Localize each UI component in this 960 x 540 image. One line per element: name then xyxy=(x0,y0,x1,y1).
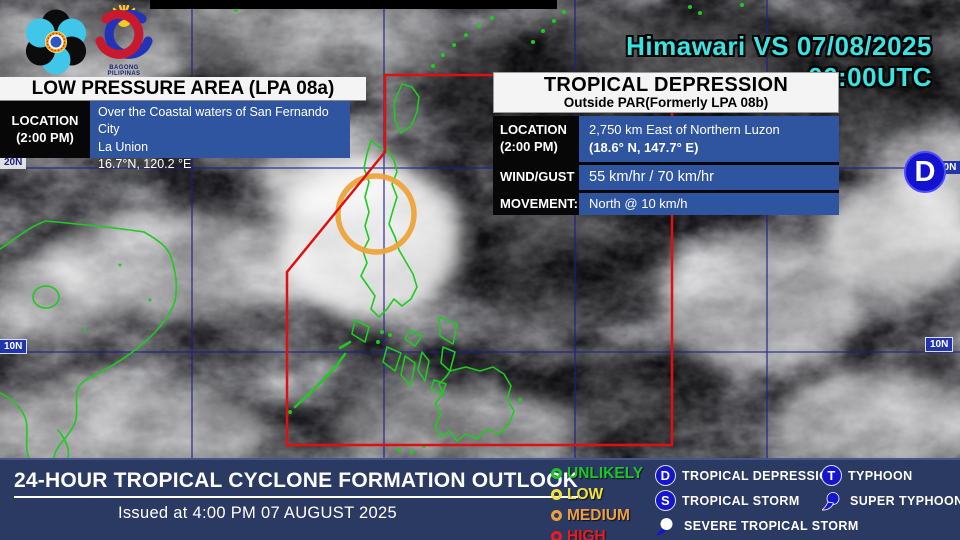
td-location-label: LOCATION (2:00 PM) xyxy=(493,116,579,162)
td-movement-label: MOVEMENT: xyxy=(500,195,578,211)
outlook-footer-bar: 24-HOUR TROPICAL CYCLONE FORMATION OUTLO… xyxy=(0,458,960,540)
lpa-title: LOW PRESSURE AREA (LPA 08a) xyxy=(0,77,366,101)
unlikely-circle-icon xyxy=(551,468,562,479)
outlook-title: 24-HOUR TROPICAL CYCLONE FORMATION OUTLO… xyxy=(14,469,579,498)
dost-pagasa-logo xyxy=(24,6,88,76)
td-location-value-line1: 2,750 km East of Northern Luzon xyxy=(589,122,780,138)
lat-label-left-10n: 10N xyxy=(0,339,28,354)
td-map-marker-letter: D xyxy=(914,155,936,188)
td-location-row: LOCATION (2:00 PM) 2,750 km East of Nort… xyxy=(493,116,839,162)
unlikely-label: UNLIKELY xyxy=(567,464,644,482)
high-circle-icon xyxy=(551,531,562,540)
td-map-marker: D xyxy=(904,151,946,193)
outlook-issued-line: Issued at 4:00 PM 07 AUGUST 2025 xyxy=(118,504,397,522)
td-wind-row: WIND/GUST 55 km/hr / 70 km/hr xyxy=(493,165,839,190)
bagong-pilipinas-icon xyxy=(95,3,153,59)
td-location-value-line2: (18.6° N, 147.7° E) xyxy=(589,140,699,155)
td-details: LOCATION (2:00 PM) 2,750 km East of Nort… xyxy=(493,116,839,215)
lat-label-left-20n: 20N xyxy=(0,156,27,169)
legend-row-tropical-storm: S TROPICAL STORM xyxy=(656,491,859,510)
coastline-layer xyxy=(0,2,744,458)
formation-outlook-circle xyxy=(335,173,417,255)
legend-row-unlikely: UNLIKELY xyxy=(551,463,643,484)
tropical-storm-icon: S xyxy=(656,491,675,510)
lpa-value-line3: 16.7°N, 120.2 °E xyxy=(98,156,192,171)
legend-row-severe-tropical-storm: SEVERE TROPICAL STORM xyxy=(656,516,859,536)
lpa-location-label-line1: LOCATION xyxy=(11,112,79,128)
low-circle-icon xyxy=(551,489,562,500)
legend-row-low: LOW xyxy=(551,484,643,505)
legend-row-high: HIGH xyxy=(551,526,643,540)
medium-circle-icon xyxy=(551,510,562,521)
tropical-storm-label: TROPICAL STORM xyxy=(682,493,800,508)
lpa-location-label-line2: (2:00 PM) xyxy=(16,129,74,145)
legend-row-medium: MEDIUM xyxy=(551,505,643,526)
dost-flower-icon xyxy=(25,9,87,75)
high-label: HIGH xyxy=(567,527,606,540)
tropical-depression-label: TROPICAL DEPRESSION xyxy=(682,468,839,483)
severe-tropical-storm-icon xyxy=(656,518,673,536)
td-wind-label: WIND/GUST xyxy=(500,169,575,185)
low-label: LOW xyxy=(567,485,604,503)
top-black-strip xyxy=(150,0,557,9)
td-location-value: 2,750 km East of Northern Luzon (18.6° N… xyxy=(579,116,839,162)
super-typhoon-label: SUPER TYPHOON xyxy=(850,493,960,508)
cyclone-legend-column-1: D TROPICAL DEPRESSION S TROPICAL STORM S… xyxy=(656,466,859,536)
td-subtitle: Outside PAR(Formerly LPA 08b) xyxy=(563,95,769,110)
legend-row-typhoon: T TYPHOON xyxy=(822,466,960,485)
medium-label: MEDIUM xyxy=(567,506,630,524)
bagong-pilipinas-logo: BAGONG PILIPINAS xyxy=(92,3,156,77)
probability-legend: UNLIKELY LOW MEDIUM HIGH xyxy=(551,463,643,540)
lpa-value-line2: La Union xyxy=(98,139,149,154)
lpa-location-label: LOCATION (2:00 PM) xyxy=(0,101,90,158)
lpa-value-line1: Over the Coastal waters of San Fernando … xyxy=(98,105,329,137)
lpa-location-value: Over the Coastal waters of San Fernando … xyxy=(90,101,350,171)
td-location-label-line2: (2:00 PM) xyxy=(500,139,558,154)
legend-row-super-typhoon: SUPER TYPHOON xyxy=(822,491,960,511)
satellite-timestamp-caption: Himawari VS 07/08/2025 06:00UTC xyxy=(626,31,932,92)
cyclone-legend-column-2: T TYPHOON SUPER TYPHOON xyxy=(822,466,960,511)
severe-tropical-storm-label: SEVERE TROPICAL STORM xyxy=(684,518,859,533)
lat-label-right-10n: 10N xyxy=(925,337,954,352)
legend-row-tropical-depression: D TROPICAL DEPRESSION xyxy=(656,466,859,485)
td-title: TROPICAL DEPRESSION xyxy=(543,74,789,96)
td-movement-value: North @ 10 km/h xyxy=(579,193,839,215)
super-typhoon-icon xyxy=(822,492,840,511)
typhoon-label: TYPHOON xyxy=(848,468,913,483)
td-location-label-line1: LOCATION xyxy=(500,122,567,138)
typhoon-icon: T xyxy=(822,466,841,485)
td-movement-row: MOVEMENT: North @ 10 km/h xyxy=(493,193,839,215)
bagong-pilipinas-label: BAGONG PILIPINAS xyxy=(107,65,141,77)
td-wind-value: 55 km/hr / 70 km/hr xyxy=(579,165,839,190)
td-header: TROPICAL DEPRESSION Outside PAR(Formerly… xyxy=(493,72,839,113)
tropical-depression-icon: D xyxy=(656,466,675,485)
